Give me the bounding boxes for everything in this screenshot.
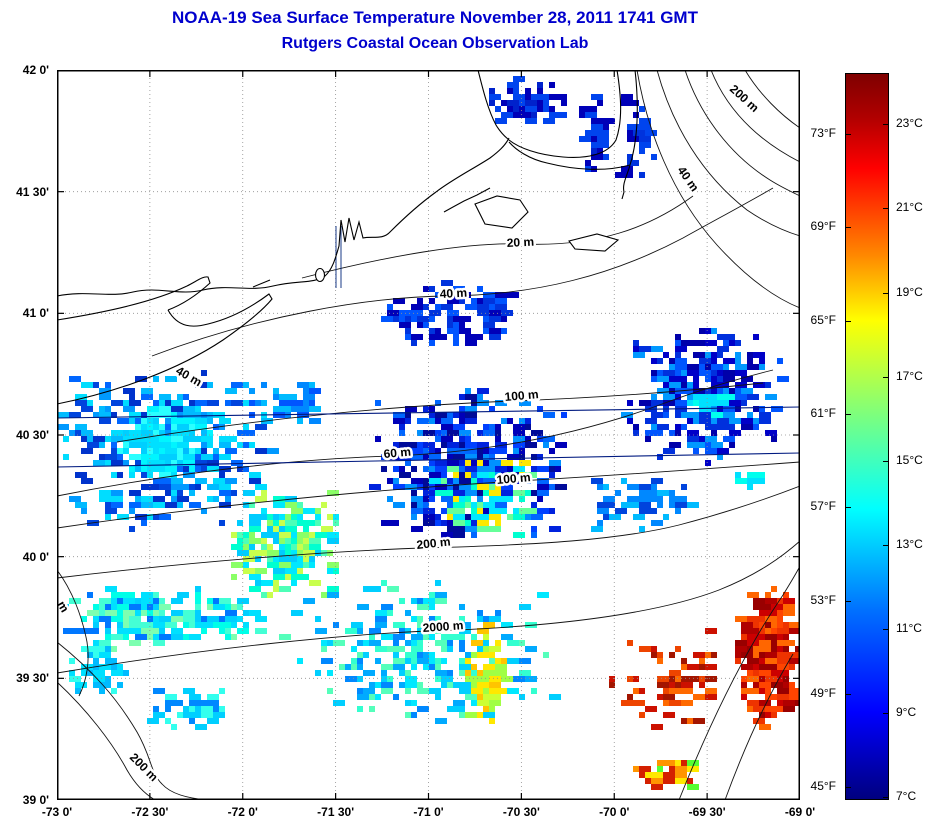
sst-pixel-layer <box>57 76 800 790</box>
lat-tick-label: 42 0' <box>22 63 49 77</box>
contour-label: 60 m <box>383 445 411 461</box>
colorbar-area: 73°F 69°F 65°F 61°F 57°F 53°F 49°F 45°F 23°C 21°… <box>800 73 928 803</box>
marthas-vineyard <box>474 195 529 229</box>
lon-tick-label: -70 30' <box>502 805 540 819</box>
grid-lines <box>57 70 800 800</box>
colorbar-label-c: 23°C <box>896 116 923 131</box>
colorbar-tick <box>883 713 888 714</box>
contour-label: 100 m <box>496 470 531 487</box>
lat-tick-label: 40 0' <box>22 549 49 564</box>
colorbar-tick <box>846 414 851 415</box>
colorbar-tick <box>883 377 888 378</box>
colorbar-label-c: 15°C <box>896 452 923 467</box>
colorbar-label-f: 53°F <box>810 592 836 607</box>
colorbar-celsius-labels: 23°C 21°C 19°C 17°C 15°C 13°C 11°C 9°C 7°C <box>896 73 928 803</box>
lat-tick-label: 39 30' <box>16 671 49 686</box>
chart-title: NOAA-19 Sea Surface Temperature November… <box>172 8 698 27</box>
plot-frame <box>57 70 800 800</box>
contour-label: 20 m <box>506 235 534 250</box>
colorbar-label-c: 13°C <box>896 536 923 551</box>
coastline <box>57 70 638 405</box>
lon-tick-label: -70 0' <box>599 805 630 819</box>
colorbar-label-c: 7°C <box>896 788 917 803</box>
colorbar-tick <box>846 787 851 788</box>
colorbar <box>845 73 889 800</box>
fishers-island <box>252 279 271 288</box>
colorbar-tick <box>846 694 851 695</box>
plymouth-coast <box>477 70 510 141</box>
lon-tick-label: -69 0' <box>784 805 816 819</box>
colorbar-label-f: 65°F <box>810 312 836 327</box>
lat-tick-label: 41 0' <box>22 306 49 321</box>
chart-subtitle: Rutgers Coastal Ocean Observation Lab <box>281 35 589 52</box>
contour-label: 40 m <box>675 164 702 194</box>
latitude-axis: 42 0' 41 30' 41 0' 40 30' 40 0' 39 30' 39 0' <box>0 63 53 807</box>
colorbar-tick <box>846 601 851 602</box>
long-island-south-shore <box>57 293 273 405</box>
colorbar-label-f: 49°F <box>810 686 836 701</box>
colorbar-tick <box>846 321 851 322</box>
nantucket <box>568 233 620 252</box>
transect-line <box>57 406 800 419</box>
lon-tick-label: -72 0' <box>227 805 258 819</box>
mainland-coast <box>57 137 510 297</box>
colorbar-tick <box>883 797 888 798</box>
colorbar-tick <box>883 208 888 209</box>
contour-label: 100 m <box>504 387 539 404</box>
block-island <box>314 267 326 283</box>
colorbar-label-c: 21°C <box>896 200 923 215</box>
longitude-axis: -73 0' -72 30' -72 0' -71 30' -71 0' -70 30' -… <box>42 802 815 824</box>
lon-tick-label: -71 0' <box>413 805 444 819</box>
contour-label: 40 m <box>439 286 467 301</box>
cape-cod-south-shore <box>508 141 631 170</box>
colorbar-label-f: 69°F <box>810 219 836 234</box>
colorbar-tick <box>883 293 888 294</box>
long-island-north-shore <box>57 276 211 321</box>
lat-tick-label: 40 30' <box>16 428 49 442</box>
cape-cod-outer-shore <box>621 70 638 200</box>
colorbar-tick <box>846 227 851 228</box>
elizabeth-islands <box>443 187 491 213</box>
contour-label: 200 m <box>127 750 161 784</box>
map-plot-area: 200 m 40 m 20 m 40 m 40 m 100 m 60 m 100 m 200 m… <box>57 70 800 800</box>
bathymetry-contours <box>57 70 800 800</box>
transect-line <box>57 452 800 468</box>
colorbar-label-c: 9°C <box>896 704 917 719</box>
colorbar-tick <box>846 134 851 135</box>
lat-tick-label: 41 30' <box>16 184 49 199</box>
colorbar-label-f: 45°F <box>810 779 836 794</box>
colorbar-label-f: 57°F <box>810 499 836 514</box>
colorbar-tick <box>883 545 888 546</box>
lon-tick-label: -73 0' <box>41 805 73 819</box>
contour-label: 200 m <box>416 535 451 552</box>
colorbar-tick <box>883 461 888 462</box>
lat-tick-label: 39 0' <box>22 793 49 807</box>
colorbar-tick <box>883 629 888 630</box>
colorbar-label-f: 73°F <box>810 125 836 140</box>
colorbar-tick <box>883 124 888 125</box>
colorbar-label-c: 11°C <box>896 620 922 635</box>
contour-label: 2000 m <box>422 618 464 635</box>
colorbar-label-c: 19°C <box>896 284 923 299</box>
lon-tick-label: -69 30' <box>688 805 726 819</box>
colorbar-fahrenheit-labels: 73°F 69°F 65°F 61°F 57°F 53°F 49°F 45°F <box>800 73 840 800</box>
colorbar-label-c: 17°C <box>896 368 923 383</box>
cape-cod-bay-shore <box>508 70 622 158</box>
colorbar-label-f: 61°F <box>810 405 836 420</box>
lon-tick-label: -72 30' <box>131 805 169 819</box>
colorbar-tick <box>846 507 851 508</box>
lon-tick-label: -71 30' <box>317 805 355 819</box>
